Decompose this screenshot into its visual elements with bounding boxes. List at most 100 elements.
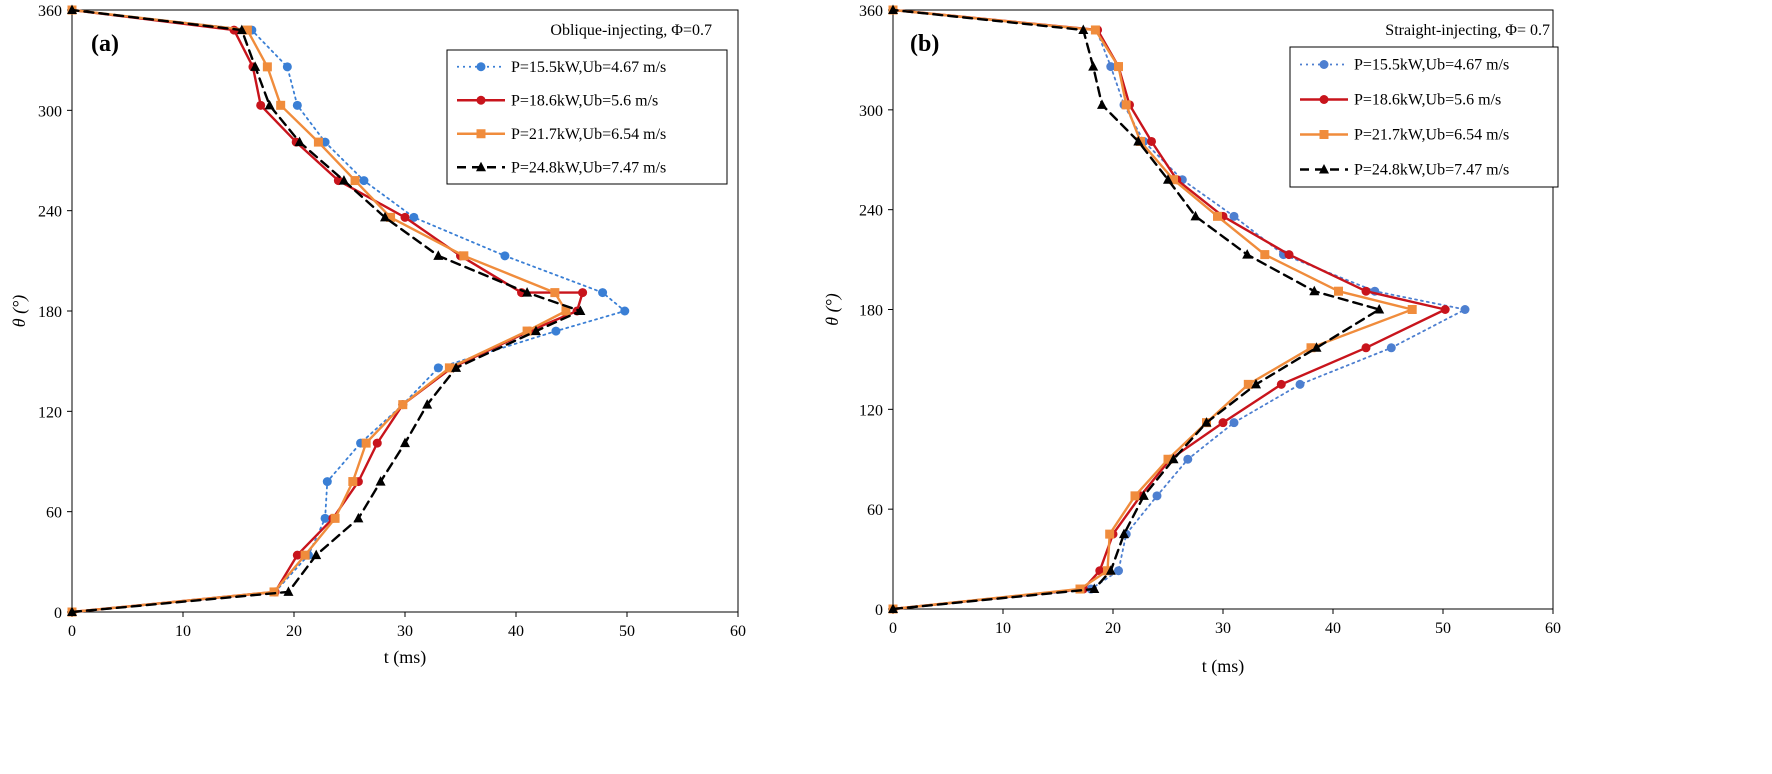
data-point <box>433 250 444 260</box>
chart-panel-a: 0 10 20 30 40 50 60 0 60 120 180 240 300 360 t (ms) θ (… <box>9 3 746 668</box>
data-point <box>1190 210 1201 221</box>
data-point <box>1103 566 1112 576</box>
data-point <box>400 437 410 448</box>
y-axis-label: θ (°) <box>822 293 843 326</box>
data-point <box>1075 584 1085 594</box>
x-tick-label: 20 <box>1105 620 1121 637</box>
data-point <box>620 306 630 316</box>
data-point <box>1114 62 1123 72</box>
data-point <box>386 212 396 222</box>
y-tick-label: 0 <box>875 602 883 619</box>
data-point <box>888 4 898 14</box>
data-point <box>67 4 77 14</box>
data-point <box>422 399 433 409</box>
x-tick-label: 0 <box>889 620 897 637</box>
data-point <box>1213 211 1222 221</box>
x-tick-label: 40 <box>1325 620 1341 637</box>
data-point <box>292 100 302 110</box>
y-tick-label: 0 <box>54 605 62 622</box>
legend-label: P=15.5kW,Ub=4.67 m/s <box>511 59 666 76</box>
x-tick-label: 10 <box>995 620 1011 637</box>
data-point <box>292 550 302 560</box>
chart-title: Oblique-injecting, Φ=0.7 <box>550 22 712 39</box>
data-point <box>250 61 261 71</box>
data-point <box>1078 24 1089 34</box>
data-point <box>1311 342 1322 352</box>
data-point <box>1229 418 1239 428</box>
data-point <box>300 550 310 560</box>
data-point <box>1169 175 1178 185</box>
data-point <box>1105 565 1116 575</box>
data-point <box>242 25 252 35</box>
data-point <box>262 62 272 72</box>
data-point <box>350 176 360 186</box>
data-point <box>398 400 408 410</box>
legend-label: P=18.6kW,Ub=5.6 m/s <box>1354 92 1501 109</box>
data-point <box>1138 490 1149 500</box>
legend-marker <box>1319 164 1329 174</box>
legend-marker <box>1319 60 1329 69</box>
y-tick-label: 60 <box>46 505 62 522</box>
data-point <box>1114 566 1123 576</box>
y-tick-label: 300 <box>859 103 883 120</box>
data-point <box>400 212 410 222</box>
legend-box <box>1289 46 1559 188</box>
data-point <box>311 549 322 560</box>
y-tick-label: 180 <box>859 303 883 320</box>
legend-marker <box>1319 130 1329 139</box>
data-point <box>1334 286 1343 296</box>
legend-marker <box>1319 95 1329 104</box>
data-point <box>264 99 275 110</box>
data-point <box>1295 379 1305 389</box>
data-point <box>1168 453 1179 464</box>
data-point <box>1407 305 1417 314</box>
legend-marker <box>476 129 486 139</box>
data-point <box>550 288 560 298</box>
data-point <box>598 288 608 298</box>
panel-label: (b) <box>910 31 939 57</box>
data-point <box>348 477 358 487</box>
y-tick-label: 60 <box>867 502 883 519</box>
x-tick-label: 10 <box>175 623 191 640</box>
legend-label: P=24.8kW,Ub=7.47 m/s <box>1354 162 1509 179</box>
x-tick-label: 40 <box>508 623 524 640</box>
data-point <box>1284 250 1294 260</box>
data-point <box>1152 491 1162 501</box>
data-point <box>1386 343 1396 353</box>
x-axis-label: t (ms) <box>1202 656 1245 677</box>
data-point <box>1306 343 1316 353</box>
data-point <box>444 363 454 373</box>
data-point <box>1309 285 1320 296</box>
legend-label: P=15.5kW,Ub=4.67 m/s <box>1354 57 1509 74</box>
y-tick-label: 180 <box>38 304 62 321</box>
chart-panel-b: 0 10 20 30 40 50 60 0 60 120 180 240 300 360 t (ms) θ (… <box>822 3 1561 677</box>
x-tick-label: 20 <box>286 623 302 640</box>
legend-box <box>446 49 728 185</box>
y-tick-label: 240 <box>859 203 883 220</box>
series-4 <box>67 4 586 616</box>
legend-marker <box>476 161 486 172</box>
legend-label: P=21.7kW,Ub=6.54 m/s <box>1354 127 1509 144</box>
data-point <box>551 326 561 336</box>
y-tick-label: 120 <box>38 404 62 421</box>
legend-label: P=21.7kW,Ub=6.54 m/s <box>511 126 666 143</box>
x-tick-label: 50 <box>1435 620 1451 637</box>
data-point <box>276 100 286 110</box>
data-point <box>1163 454 1173 464</box>
data-point <box>1106 62 1116 72</box>
legend-label: P=18.6kW,Ub=5.6 m/s <box>511 92 658 109</box>
x-tick-label: 30 <box>397 623 413 640</box>
panel-label: (a) <box>91 31 119 57</box>
data-point <box>282 62 292 72</box>
y-tick-label: 240 <box>38 204 62 221</box>
data-point <box>1183 454 1193 464</box>
y-tick-label: 360 <box>38 3 62 20</box>
data-point <box>372 438 382 448</box>
chart-title: Straight-injecting, Φ= 0.7 <box>1385 22 1550 39</box>
data-point <box>888 603 898 613</box>
data-point <box>1276 379 1286 389</box>
data-point <box>375 476 386 486</box>
data-point <box>338 175 349 185</box>
data-point <box>1361 286 1371 296</box>
data-point <box>359 176 369 186</box>
